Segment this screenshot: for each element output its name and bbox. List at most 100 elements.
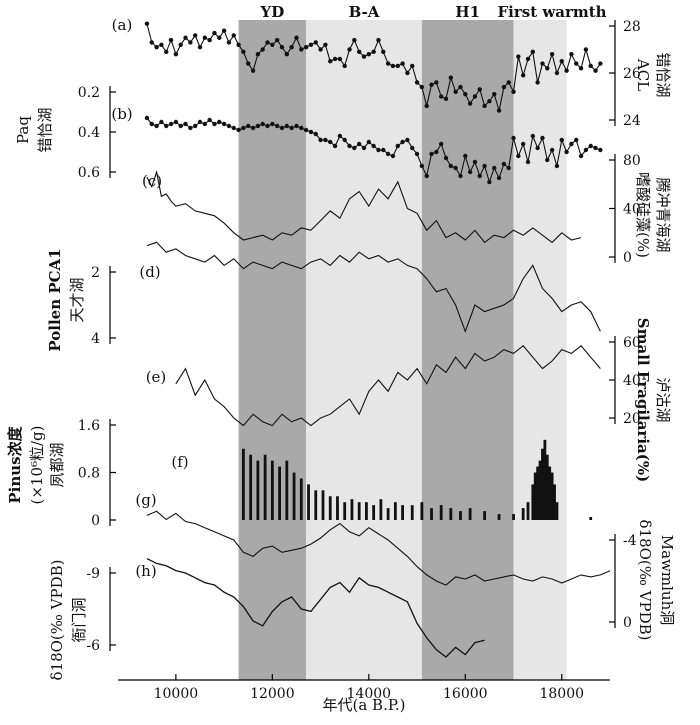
series-b-point [192, 123, 198, 129]
pinus-bar [531, 484, 535, 520]
series-a-point [192, 33, 198, 38]
series-a-point [255, 52, 261, 57]
series-b-point [366, 139, 372, 145]
series-a-point [183, 35, 188, 40]
series-b-point [154, 123, 159, 129]
axis-f-tick-label: 1.6 [78, 418, 100, 434]
series-b-point [588, 143, 593, 149]
axis-c-tick-label: 0 [623, 250, 632, 266]
panel-label-e: (e) [146, 368, 167, 386]
series-a-point [593, 68, 598, 73]
series-b-point [265, 123, 270, 129]
pinus-bar [420, 502, 424, 520]
pinus-bar [543, 439, 547, 520]
series-b-point [472, 159, 478, 165]
series-b-point [241, 125, 246, 131]
series-b-point [318, 137, 323, 143]
series-b-point [173, 119, 179, 125]
series-a-point [226, 40, 232, 45]
pinus-bar [299, 478, 303, 520]
series-h-line [146, 558, 485, 658]
ylabel-g-1: δ18O(‰ VPDB) [636, 520, 654, 641]
ylabel-c-1: 嗜酸硅藻(%) [634, 172, 652, 258]
period-band-yd [238, 20, 307, 680]
ylabel-f-2: (×10⁶粒/g) [28, 425, 46, 504]
series-b-point [159, 119, 164, 125]
series-b-point [279, 125, 285, 131]
pinus-bar [350, 499, 354, 520]
series-a-point [308, 42, 314, 47]
series-b-point [578, 153, 584, 159]
series-a-point [197, 44, 203, 50]
axis-d-tick-label: 2 [91, 265, 100, 281]
period-shading [238, 20, 567, 680]
ylabel-h-1: δ18O(‰ VPDB) [48, 560, 66, 681]
axis-a-tick-label: 26 [623, 66, 641, 82]
series-b-point [593, 145, 598, 151]
period-band-b-a [306, 20, 422, 680]
series-a-point [414, 80, 420, 85]
series-a-point [371, 49, 376, 55]
pinus-bar [468, 508, 472, 520]
series-a-point [337, 56, 343, 62]
series-b-point [482, 163, 487, 169]
series-a-point [212, 30, 217, 36]
axis-c-tick-label: 80 [623, 153, 641, 169]
ylabel-a-2: 错恰湖 [654, 52, 672, 97]
series-a-point [279, 44, 285, 50]
series-b-point [289, 125, 294, 131]
pinus-bar [401, 505, 404, 520]
series-a-point [376, 37, 381, 43]
series-b-point [323, 137, 328, 143]
series-a-point [487, 99, 492, 104]
series-a-point [173, 52, 179, 57]
series-b-point [356, 141, 362, 147]
series-a-point [250, 68, 256, 73]
panel-label-f: (f) [171, 453, 188, 471]
period-label-first-warmth: First warmth [498, 3, 607, 21]
ylabel-d-2: 天才湖 [68, 277, 86, 322]
series-b-point [390, 153, 396, 159]
axis-g-tick-label: 0 [623, 615, 632, 631]
series-b-point [164, 123, 169, 129]
pinus-bar [521, 508, 525, 520]
axis-g-tick-label: -4 [623, 533, 637, 549]
series-b-point [410, 145, 415, 151]
axis-h-tick-label: -9 [86, 566, 100, 582]
series-b-point [328, 139, 333, 145]
series-a-point [274, 37, 280, 43]
series-b-point [376, 147, 381, 153]
pinus-bar [270, 460, 274, 520]
series-a-point [154, 44, 159, 50]
series-b-point [467, 169, 473, 175]
series-b-point [419, 163, 425, 169]
series-b-point [284, 123, 290, 129]
series-b-point [168, 121, 174, 127]
series-b-point [424, 173, 429, 179]
x-axis-tick-label: 14000 [347, 686, 392, 702]
period-label-h1: H1 [455, 3, 480, 21]
pinus-bar [526, 502, 530, 520]
panel-label-b: (b) [111, 105, 132, 123]
series-a-point [564, 68, 569, 73]
pinus-bar [449, 508, 453, 520]
series-a-point [241, 49, 246, 55]
period-band-h1 [421, 20, 514, 680]
series-b-point [501, 161, 507, 167]
series-b-point [212, 121, 217, 127]
series-layer [144, 21, 611, 658]
series-b-point [202, 121, 208, 127]
series-a-point [381, 49, 386, 55]
series-b-point [197, 119, 203, 125]
x-axis-title: 年代(a B.P.) [322, 696, 405, 714]
series-b-point [178, 123, 183, 129]
series-b-point [226, 123, 232, 129]
series-a-point [410, 63, 415, 69]
axis-b-tick-label: 0.6 [78, 165, 100, 181]
series-b-point [381, 147, 386, 153]
series-a-point [299, 47, 304, 52]
pinus-bar [336, 496, 339, 520]
ylabel-e-1: Small Fragilaria(%) [634, 318, 652, 482]
series-a-point [390, 63, 396, 69]
axis-e-tick-label: 40 [623, 373, 641, 389]
